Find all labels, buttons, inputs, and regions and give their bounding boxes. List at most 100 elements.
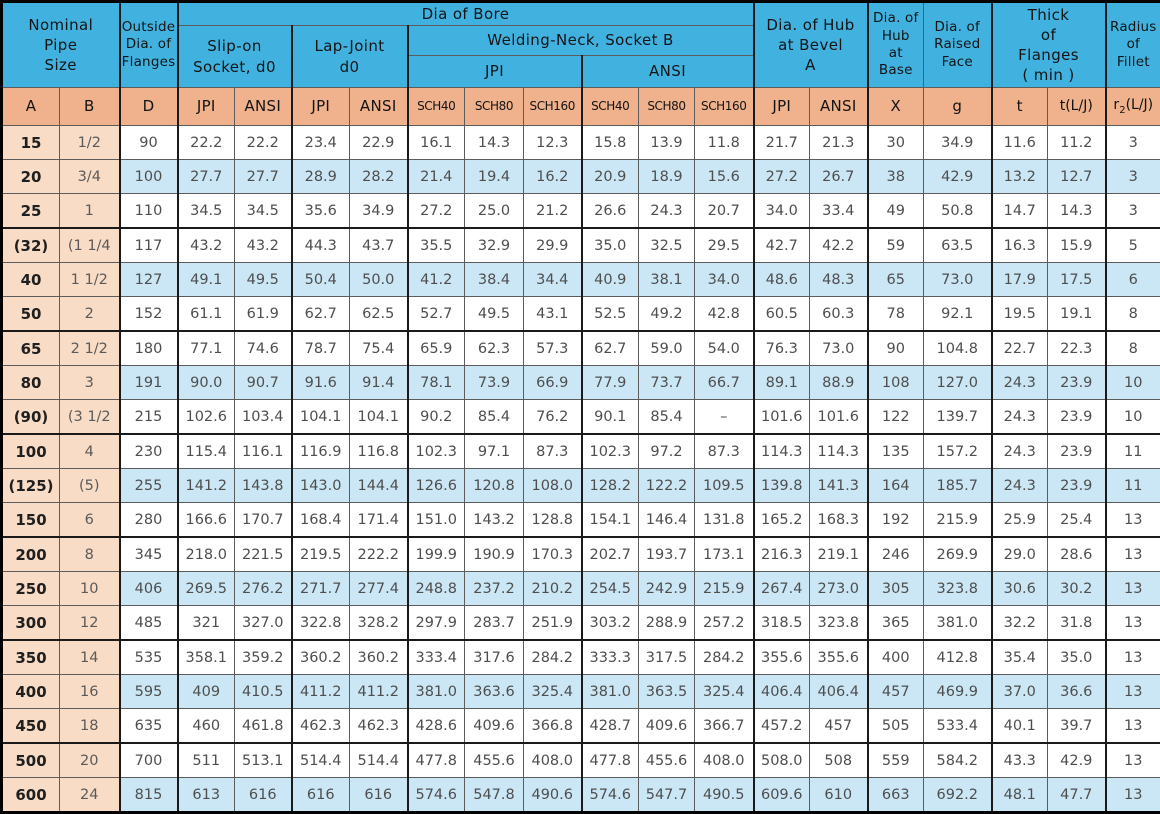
value-cell: 146.4 [639, 503, 695, 538]
value-cell: 61.9 [235, 297, 292, 332]
value-cell: 409.6 [465, 709, 524, 744]
value-cell: 19.5 [992, 297, 1048, 332]
value-cell: 37.0 [992, 675, 1048, 709]
value-cell: 25.9 [992, 503, 1048, 538]
pipe-size-b-cell: 1/2 [60, 126, 120, 160]
value-cell: 317.5 [639, 640, 695, 675]
value-cell: 141.2 [178, 469, 235, 503]
pipe-size-b-cell: 1 [60, 194, 120, 229]
value-cell: 269.9 [924, 537, 992, 572]
header-hub-at-bevel: Dia. of Hub at Bevel A [754, 2, 868, 88]
value-cell: 104.1 [350, 400, 408, 435]
value-cell: 460 [178, 709, 235, 744]
value-cell: 34.0 [695, 263, 754, 297]
pipe-size-a-cell: 100 [2, 434, 60, 469]
value-cell: 305 [868, 572, 924, 606]
value-cell: 97.1 [465, 434, 524, 469]
value-cell: 36.6 [1048, 675, 1106, 709]
value-cell: 97.2 [639, 434, 695, 469]
value-cell: 325.4 [695, 675, 754, 709]
value-cell: 151.0 [408, 503, 465, 538]
value-cell: 43.2 [235, 228, 292, 263]
value-cell: 120.8 [465, 469, 524, 503]
value-cell: 490.6 [524, 778, 582, 813]
header-welding-neck-jpi: JPI [408, 56, 582, 88]
value-cell: 117 [120, 228, 178, 263]
pipe-size-b-cell: 24 [60, 778, 120, 813]
pipe-size-a-cell: 65 [2, 331, 60, 366]
value-cell: 122 [868, 400, 924, 435]
value-cell: 547.8 [465, 778, 524, 813]
value-cell: 29.5 [695, 228, 754, 263]
value-cell: 76.3 [754, 331, 810, 366]
value-cell: 32.5 [639, 228, 695, 263]
pipe-size-a-cell: 20 [2, 160, 60, 194]
value-cell: 192 [868, 503, 924, 538]
value-cell: 23.9 [1048, 400, 1106, 435]
value-cell: 284.2 [524, 640, 582, 675]
value-cell: 18.9 [639, 160, 695, 194]
value-cell: 477.8 [582, 743, 639, 778]
pipe-size-b-cell: 3/4 [60, 160, 120, 194]
value-cell: 110 [120, 194, 178, 229]
value-cell: 27.2 [754, 160, 810, 194]
value-cell: 13 [1106, 743, 1160, 778]
value-cell: 25.0 [465, 194, 524, 229]
value-cell: 127.0 [924, 366, 992, 400]
value-cell: 143.8 [235, 469, 292, 503]
value-cell: 103.4 [235, 400, 292, 435]
value-cell: – [695, 400, 754, 435]
value-cell: 408.0 [524, 743, 582, 778]
value-cell: 65.9 [408, 331, 465, 366]
value-cell: 66.7 [695, 366, 754, 400]
value-cell: 191 [120, 366, 178, 400]
value-cell: 101.6 [810, 400, 868, 435]
value-cell: 139.8 [754, 469, 810, 503]
value-cell: 34.5 [235, 194, 292, 229]
value-cell: 284.2 [695, 640, 754, 675]
value-cell: 246 [868, 537, 924, 572]
value-cell: 126.6 [408, 469, 465, 503]
value-cell: 91.6 [292, 366, 350, 400]
pipe-size-a-cell: 50 [2, 297, 60, 332]
value-cell: 13 [1106, 572, 1160, 606]
value-cell: 19.1 [1048, 297, 1106, 332]
subheader-a: A [2, 88, 60, 126]
value-cell: 168.4 [292, 503, 350, 538]
value-cell: 131.8 [695, 503, 754, 538]
value-cell: 514.4 [350, 743, 408, 778]
value-cell: 50.8 [924, 194, 992, 229]
value-cell: 116.8 [350, 434, 408, 469]
value-cell: 411.2 [292, 675, 350, 709]
value-cell: 12.7 [1048, 160, 1106, 194]
value-cell: 116.1 [235, 434, 292, 469]
value-cell: 170.7 [235, 503, 292, 538]
value-cell: 508.0 [754, 743, 810, 778]
value-cell: 381.0 [408, 675, 465, 709]
value-cell: 24.3 [992, 400, 1048, 435]
value-cell: 16.2 [524, 160, 582, 194]
subheader-d: D [120, 88, 178, 126]
value-cell: 42.8 [695, 297, 754, 332]
value-cell: 27.7 [235, 160, 292, 194]
value-cell: 13 [1106, 640, 1160, 675]
value-cell: 48.1 [992, 778, 1048, 813]
pipe-size-a-cell: (125) [2, 469, 60, 503]
value-cell: 49.5 [465, 297, 524, 332]
value-cell: 559 [868, 743, 924, 778]
value-cell: 43.1 [524, 297, 582, 332]
value-cell: 333.4 [408, 640, 465, 675]
value-cell: 128.8 [524, 503, 582, 538]
value-cell: 90.7 [235, 366, 292, 400]
value-cell: 73.9 [465, 366, 524, 400]
value-cell: 164 [868, 469, 924, 503]
subheader-wn-ansi-sch80: SCH80 [639, 88, 695, 126]
value-cell: 533.4 [924, 709, 992, 744]
value-cell: 381.0 [924, 606, 992, 641]
